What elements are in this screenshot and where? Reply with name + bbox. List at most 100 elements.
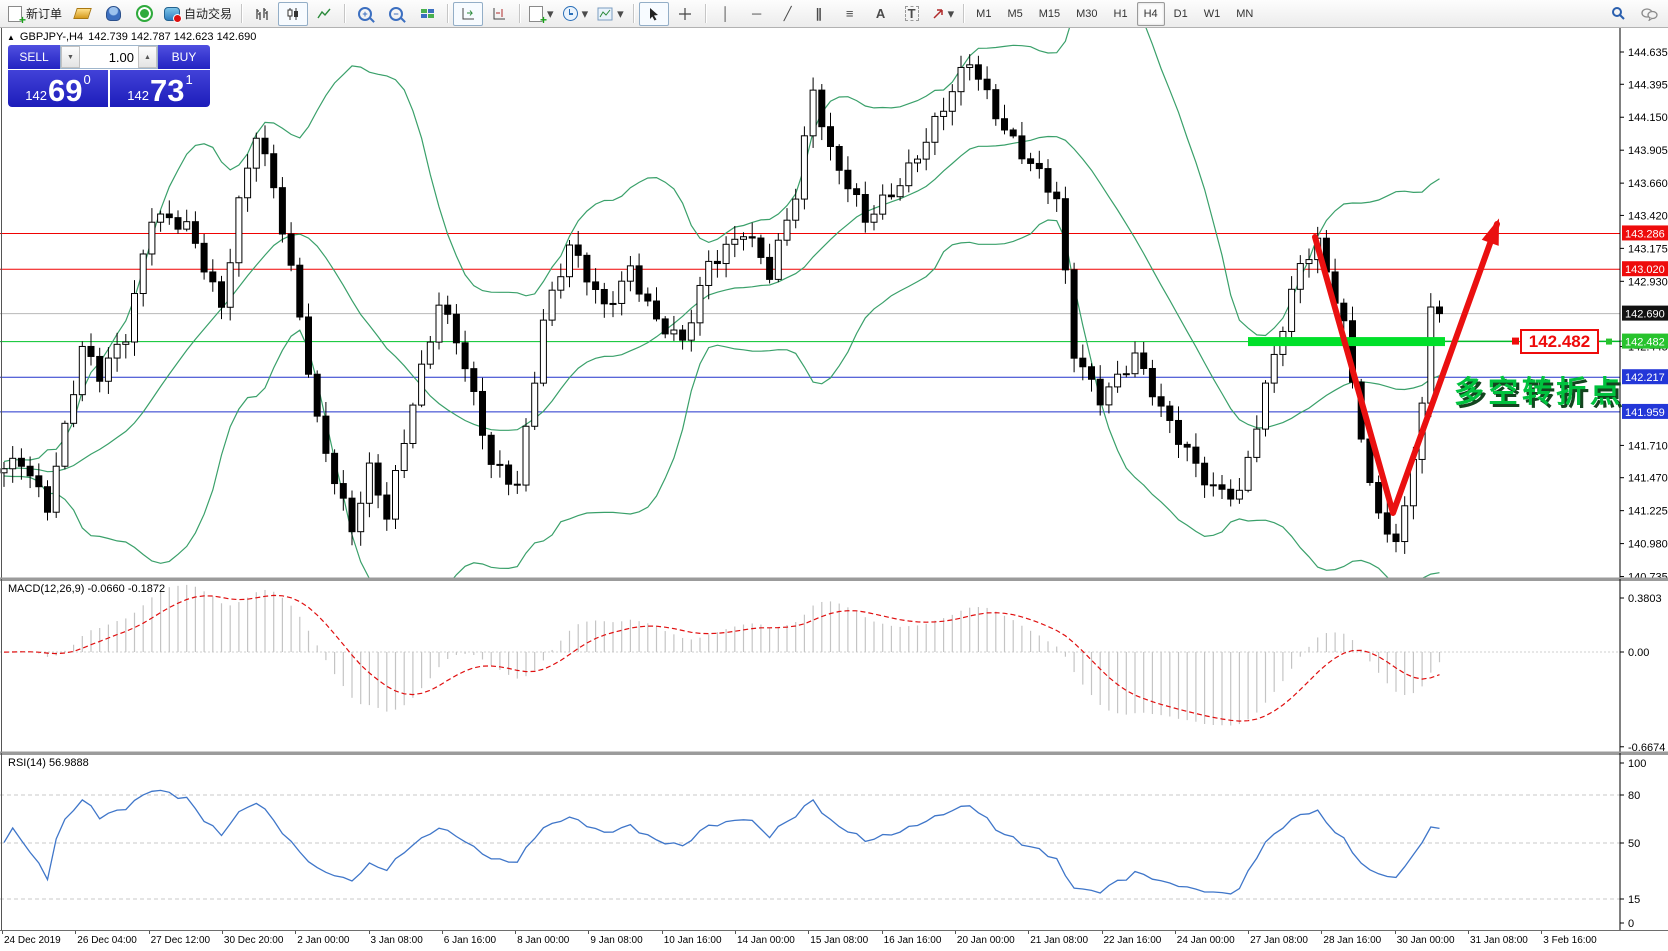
time-axis-label: 24 Jan 00:00 bbox=[1176, 935, 1235, 946]
macd-tick-label: 0.3803 bbox=[1628, 593, 1662, 605]
collapse-panel-icon[interactable]: ▲ bbox=[7, 32, 15, 42]
zoom-in-button[interactable]: + bbox=[350, 2, 380, 26]
new-order-button[interactable]: + 新订单 bbox=[4, 2, 66, 26]
pane-separator[interactable] bbox=[0, 753, 1668, 755]
pane-separator[interactable] bbox=[0, 751, 1668, 754]
candle-body bbox=[1183, 443, 1191, 448]
timeframe-button-h4[interactable]: H4 bbox=[1136, 1, 1165, 26]
timeframe-button-m15[interactable]: M15 bbox=[1038, 7, 1061, 20]
candle-body bbox=[1035, 162, 1043, 170]
candle-body bbox=[548, 289, 556, 321]
candle-body bbox=[357, 502, 365, 533]
new-chart-button[interactable]: + ▾ bbox=[525, 2, 558, 26]
candle-body bbox=[1436, 306, 1443, 315]
main-chart[interactable]: 144.635 144.395 144.150 143.905 143.660 143.4… bbox=[0, 28, 1668, 579]
timeframe-button-mn[interactable]: MN bbox=[1236, 7, 1254, 20]
candle-body bbox=[505, 464, 513, 485]
text-label-tool[interactable]: T bbox=[897, 2, 927, 26]
profiles-button[interactable]: ▾ bbox=[559, 2, 593, 26]
pane-separator[interactable] bbox=[0, 579, 1668, 581]
accounts-button[interactable] bbox=[98, 2, 128, 26]
zoom-out-button[interactable]: − bbox=[381, 2, 411, 26]
channel-tool[interactable]: ∥ bbox=[804, 2, 834, 26]
candle-body bbox=[1288, 288, 1296, 332]
price-tick-label: 143.660 bbox=[1628, 178, 1668, 190]
rsi-line bbox=[3, 789, 1440, 895]
bar-chart-button[interactable] bbox=[247, 2, 277, 26]
tile-windows-button[interactable] bbox=[412, 2, 442, 26]
signals-button[interactable] bbox=[129, 2, 159, 26]
separator bbox=[963, 4, 965, 23]
autotrading-button[interactable]: 自动交易 bbox=[160, 2, 236, 26]
candle-body bbox=[887, 194, 895, 198]
timeframe-button-w1[interactable]: W1 bbox=[1203, 7, 1221, 20]
bollinger-upper-band bbox=[3, 28, 1440, 463]
candle-body bbox=[731, 238, 739, 245]
price-tick-label: 140.735 bbox=[1628, 572, 1668, 579]
sell-price[interactable]: 142 69 0 bbox=[8, 70, 108, 107]
candle-body bbox=[348, 497, 356, 533]
price-marker-text: 142.690 bbox=[1625, 309, 1665, 321]
rsi-pane[interactable]: 100 80 50 15 0 bbox=[0, 753, 1668, 930]
trendline-tool[interactable]: ╱ bbox=[773, 2, 803, 26]
line-chart-button[interactable] bbox=[309, 2, 339, 26]
timeframe-button-h1[interactable]: H1 bbox=[1113, 7, 1128, 20]
candle-body bbox=[96, 355, 104, 382]
zoom-out-icon: − bbox=[389, 6, 404, 21]
dropdown-icon: ▾ bbox=[581, 6, 589, 21]
candle-body bbox=[1218, 484, 1226, 490]
timeframe-button-m30[interactable]: M30 bbox=[1076, 7, 1098, 20]
candle-body bbox=[218, 281, 225, 308]
candle-body bbox=[252, 137, 260, 169]
candle-body bbox=[966, 64, 974, 68]
indicators-button[interactable]: ▾ bbox=[593, 2, 628, 26]
sell-button[interactable]: SELL bbox=[8, 45, 60, 69]
candlestick-chart-button[interactable] bbox=[278, 1, 309, 26]
timeframe-button-d1[interactable]: D1 bbox=[1173, 7, 1188, 20]
chat-button[interactable] bbox=[1634, 2, 1664, 26]
horizontal-line-tool[interactable]: ─ bbox=[742, 2, 772, 26]
macd-pane[interactable]: 0.3803 0.00 -0.6674 bbox=[0, 579, 1668, 753]
trendline-icon: ╱ bbox=[783, 6, 792, 21]
auto-scroll-button[interactable] bbox=[453, 1, 484, 26]
volume-increase-button[interactable]: ▲ bbox=[138, 46, 157, 68]
candle-body bbox=[1175, 419, 1182, 445]
pane-separator[interactable] bbox=[0, 577, 1668, 580]
volume-decrease-button[interactable]: ▼ bbox=[61, 46, 80, 68]
macd-tick-label: -0.6674 bbox=[1628, 742, 1665, 753]
time-axis-tick bbox=[295, 931, 297, 934]
market-watch-button[interactable] bbox=[67, 2, 97, 26]
candle-body bbox=[1253, 428, 1261, 458]
buy-price[interactable]: 142 73 1 bbox=[110, 70, 210, 107]
clock-icon bbox=[562, 6, 578, 21]
candle-body bbox=[792, 198, 800, 221]
timeframe-button-m5[interactable]: M5 bbox=[1007, 7, 1023, 20]
price-callout-box[interactable]: 142.482 bbox=[1520, 329, 1599, 354]
level-anchor-square[interactable] bbox=[1606, 338, 1612, 345]
fibonacci-tool[interactable]: ≡ bbox=[835, 2, 865, 26]
arrows-tool[interactable]: ▾ bbox=[928, 2, 959, 26]
separator bbox=[241, 4, 243, 23]
text-tool[interactable]: A bbox=[866, 2, 896, 26]
buy-button[interactable]: BUY bbox=[158, 45, 210, 69]
timeframe-button-m1[interactable]: M1 bbox=[976, 7, 992, 20]
candle-body bbox=[609, 302, 617, 305]
search-button[interactable] bbox=[1603, 2, 1633, 26]
chart-shift-button[interactable] bbox=[484, 2, 514, 26]
vertical-line-tool[interactable]: │ bbox=[711, 2, 741, 26]
candle-body bbox=[313, 373, 321, 417]
candle-body bbox=[696, 284, 704, 324]
crosshair-tool-button[interactable] bbox=[670, 2, 700, 26]
time-axis: 24 Dec 2019 26 Dec 04:00 27 Dec 12:00 30 De… bbox=[0, 930, 1668, 951]
callout-anchor-square[interactable] bbox=[1512, 337, 1519, 345]
reversal-arrow[interactable] bbox=[1312, 221, 1500, 516]
candle-body bbox=[157, 213, 165, 223]
new-chart-icon: + bbox=[529, 5, 547, 26]
cursor-tool-button[interactable] bbox=[638, 1, 669, 26]
candle-body bbox=[1053, 191, 1061, 200]
time-axis-label: 28 Jan 16:00 bbox=[1323, 935, 1382, 946]
volume-input[interactable] bbox=[80, 46, 138, 68]
candle-body bbox=[426, 341, 434, 365]
person-icon bbox=[105, 6, 121, 21]
